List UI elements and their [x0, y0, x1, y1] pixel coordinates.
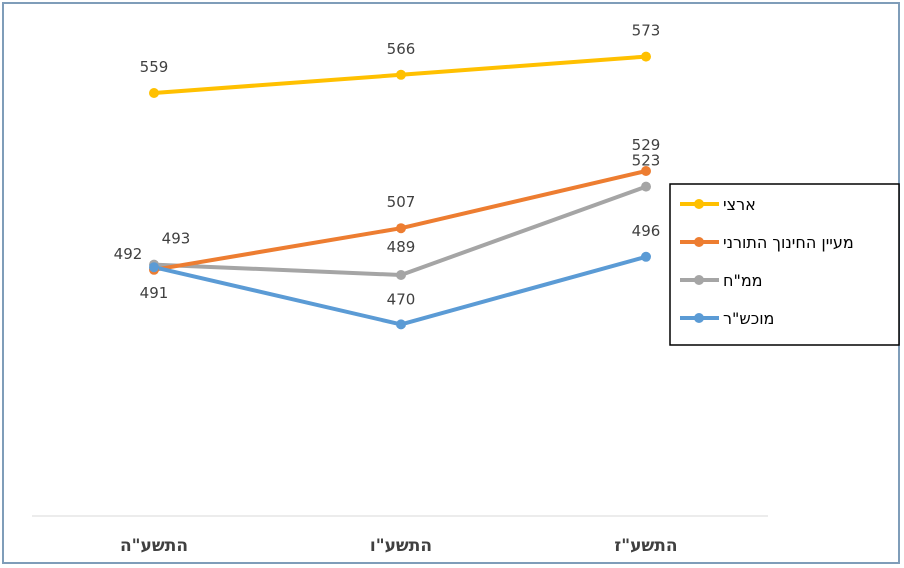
legend-label-0: ארצי	[723, 195, 756, 214]
legend-marker-2	[694, 275, 704, 285]
data-label-3-0: 492	[114, 245, 143, 263]
data-label-2-0: 493	[162, 230, 191, 248]
legend-marker-3	[694, 313, 704, 323]
data-label-3-2: 496	[632, 222, 661, 240]
data-point-0-0	[149, 88, 159, 98]
data-label-1-0: 491	[140, 284, 169, 302]
data-label-0-0: 559	[140, 58, 169, 76]
line-chart: 559 566 573 491 507 529 493 489 523 492 470 496 התש…	[32, 22, 900, 556]
data-point-3-2	[641, 251, 651, 262]
data-point-1-2	[641, 166, 651, 176]
data-point-3-0	[149, 262, 159, 273]
legend-marker-0	[694, 199, 704, 209]
legend-label-3: מוכש"ר	[723, 309, 774, 328]
data-label-3-1: 470	[387, 290, 416, 308]
data-label-1-1: 507	[387, 193, 416, 211]
data-label-1-2: 529	[632, 136, 661, 154]
chart-legend: ארצי מעיין החינוך התורני ממ"ח מוכש"ר	[669, 183, 900, 346]
data-point-3-1	[396, 319, 406, 330]
legend-marker-1	[694, 237, 704, 247]
legend-box	[669, 183, 900, 346]
data-point-1-1	[396, 223, 406, 234]
legend-label-1: מעיין החינוך התורני	[723, 233, 854, 252]
category-label-2: התשע"ז	[614, 536, 677, 556]
data-label-2-1: 489	[387, 238, 416, 256]
data-label-0-1: 566	[387, 40, 416, 58]
data-point-2-1	[396, 270, 406, 280]
category-label-1: התשע"ו	[370, 536, 432, 556]
data-label-2-2: 523	[632, 152, 661, 170]
legend-label-2: ממ"ח	[723, 271, 763, 290]
data-point-0-2	[641, 51, 651, 62]
data-label-0-2: 573	[632, 22, 661, 40]
data-point-2-2	[641, 181, 651, 192]
category-label-0: התשע"ה	[120, 536, 188, 556]
data-point-0-1	[396, 69, 406, 80]
